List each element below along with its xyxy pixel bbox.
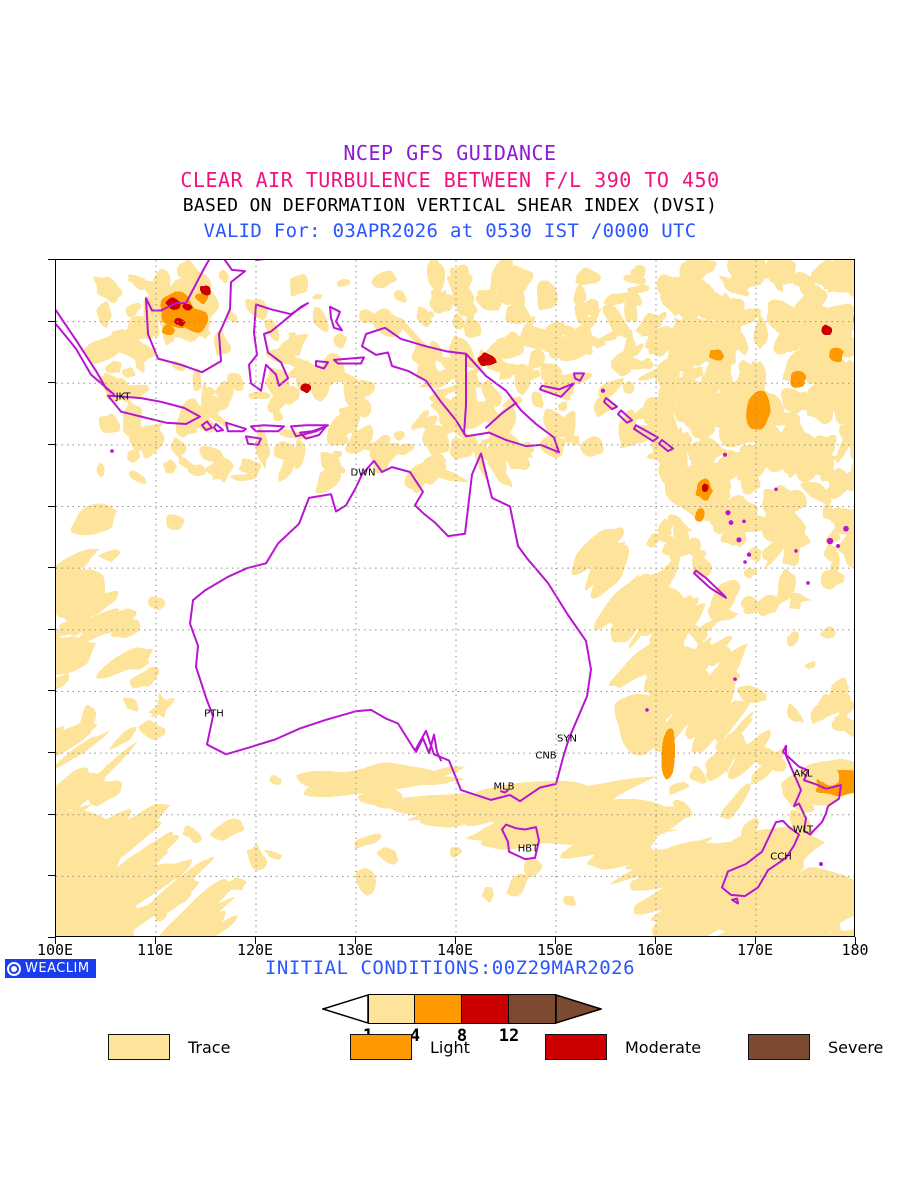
city-label-syn: SYN: [557, 733, 577, 745]
legend-swatch-trace: [108, 1034, 170, 1060]
x-axis-label: 130E: [336, 941, 374, 959]
y-axis-tick: [48, 567, 55, 569]
colorbar-tick-label: 4: [409, 1026, 421, 1046]
x-axis-tick: [455, 937, 456, 944]
colorbar-left-arrow: [320, 993, 369, 1025]
x-axis-tick: [55, 937, 56, 944]
title-block: NCEP GFS GUIDANCE CLEAR AIR TURBULENCE B…: [0, 140, 900, 245]
legend-item-trace: Trace: [108, 1034, 230, 1060]
legend-swatch-moderate: [545, 1034, 607, 1060]
x-axis-tick: [555, 937, 556, 944]
city-label-dwn: DWN: [350, 467, 376, 479]
x-axis-tick: [255, 937, 256, 944]
city-label-hbt: HBT: [517, 843, 539, 855]
legend-label-trace: Trace: [188, 1037, 231, 1057]
legend-label-light: Light: [430, 1037, 470, 1057]
weaclim-label: WEACLIM: [25, 961, 90, 976]
y-axis-tick: [48, 259, 55, 260]
colorbar-tick-label: 8: [456, 1026, 468, 1046]
y-axis-tick: [48, 690, 55, 692]
x-axis-tick: [855, 937, 856, 944]
title-line-4: VALID For: 03APR2026 at 0530 IST /0000 U…: [203, 219, 697, 242]
colorbar-segment-4: [509, 994, 556, 1024]
legend-swatch-light: [350, 1034, 412, 1060]
y-axis-tick: [48, 752, 55, 754]
legend-label-severe: Severe: [828, 1037, 884, 1057]
y-axis-tick: [48, 813, 55, 815]
x-axis-tick: [655, 937, 656, 944]
y-axis-tick: [48, 320, 55, 322]
y-axis-tick: [48, 937, 55, 938]
y-axis-tick: [48, 382, 55, 384]
weaclim-circle-icon: [7, 961, 21, 976]
x-axis-label: 160E: [636, 941, 674, 959]
legend-item-light: Light: [350, 1034, 470, 1060]
title-line-3: BASED ON DEFORMATION VERTICAL SHEAR INDE…: [182, 195, 718, 217]
city-label-akl: AKL: [793, 768, 813, 780]
y-axis-tick: [48, 628, 55, 630]
x-axis-tick: [155, 937, 156, 944]
x-axis-tick: [355, 937, 356, 944]
colorbar: [320, 993, 604, 1025]
city-label-cnb: CNB: [535, 750, 557, 762]
x-axis-label: 140E: [436, 941, 474, 959]
x-axis-label: 180: [841, 941, 869, 959]
legend-swatch-severe: [748, 1034, 810, 1060]
colorbar-tick-label: 12: [498, 1026, 520, 1046]
coastline-layer: [56, 260, 849, 905]
colorbar-segment-3: [462, 994, 509, 1024]
x-axis-tick: [755, 937, 756, 944]
weaclim-logo: WEACLIM: [5, 959, 96, 978]
y-axis-tick: [48, 443, 55, 445]
city-label-jkt: JKT: [115, 391, 131, 403]
y-axis-tick: [48, 505, 55, 507]
initial-conditions-text: INITIAL CONDITIONS:00Z29MAR2026: [264, 957, 636, 979]
map-frame: [55, 259, 855, 937]
legend-item-severe: Severe: [748, 1034, 883, 1060]
x-axis-label: 110E: [136, 941, 174, 959]
x-axis-label: 120E: [236, 941, 274, 959]
colorbar-right-arrow: [555, 993, 604, 1025]
title-line-1: NCEP GFS GUIDANCE: [343, 141, 557, 165]
city-label-pth: PTH: [204, 708, 224, 720]
city-label-wlt: WLT: [792, 824, 814, 836]
city-label-cch: CCH: [770, 851, 792, 863]
legend-item-moderate: Moderate: [545, 1034, 701, 1060]
colorbar-segment-2: [415, 994, 462, 1024]
colorbar-segment-1: [368, 994, 415, 1024]
legend-row: Trace Light Moderate Severe: [0, 1034, 900, 1062]
x-axis-label: 170E: [736, 941, 774, 959]
x-axis-label: 100E: [36, 941, 74, 959]
legend-label-moderate: Moderate: [625, 1037, 702, 1057]
x-axis-label: 150E: [536, 941, 574, 959]
title-line-2: CLEAR AIR TURBULENCE BETWEEN F/L 390 TO …: [180, 168, 720, 193]
city-label-mlb: MLB: [493, 781, 515, 793]
y-axis-tick: [48, 875, 55, 877]
